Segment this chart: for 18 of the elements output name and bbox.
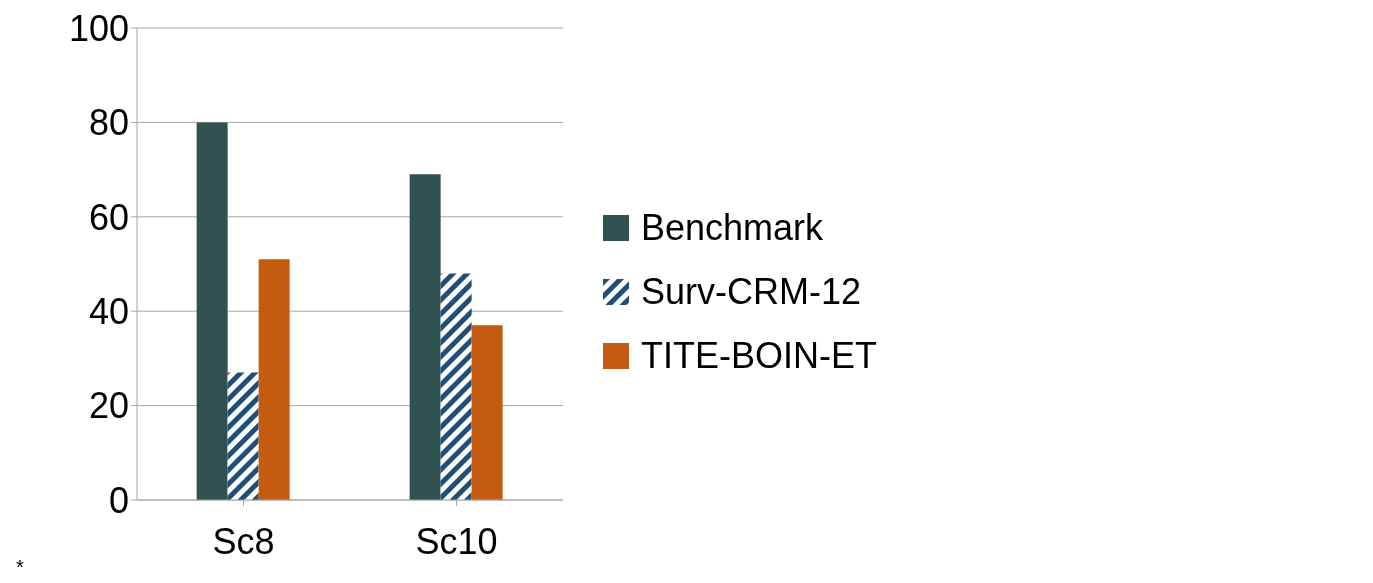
- y-tick-label: 60: [88, 196, 129, 238]
- bar: [471, 325, 503, 500]
- bar: [196, 122, 228, 500]
- bar: [227, 372, 259, 500]
- y-tick-label: 40: [88, 290, 129, 332]
- bar: [409, 174, 441, 500]
- x-tick-label: Sc8: [212, 520, 275, 562]
- legend-label: Benchmark: [641, 206, 824, 249]
- legend-label: TITE-BOIN-ET: [641, 334, 877, 377]
- bar: [258, 259, 290, 500]
- y-tick-label: 100: [68, 7, 129, 49]
- legend-label: Surv-CRM-12: [641, 270, 862, 313]
- y-tick-label: 0: [108, 479, 129, 521]
- y-tick-label: 80: [88, 102, 129, 144]
- text: *: [16, 556, 24, 579]
- y-tick-label: 20: [88, 385, 129, 427]
- x-tick-label: Sc10: [415, 520, 498, 562]
- bar: [440, 273, 472, 500]
